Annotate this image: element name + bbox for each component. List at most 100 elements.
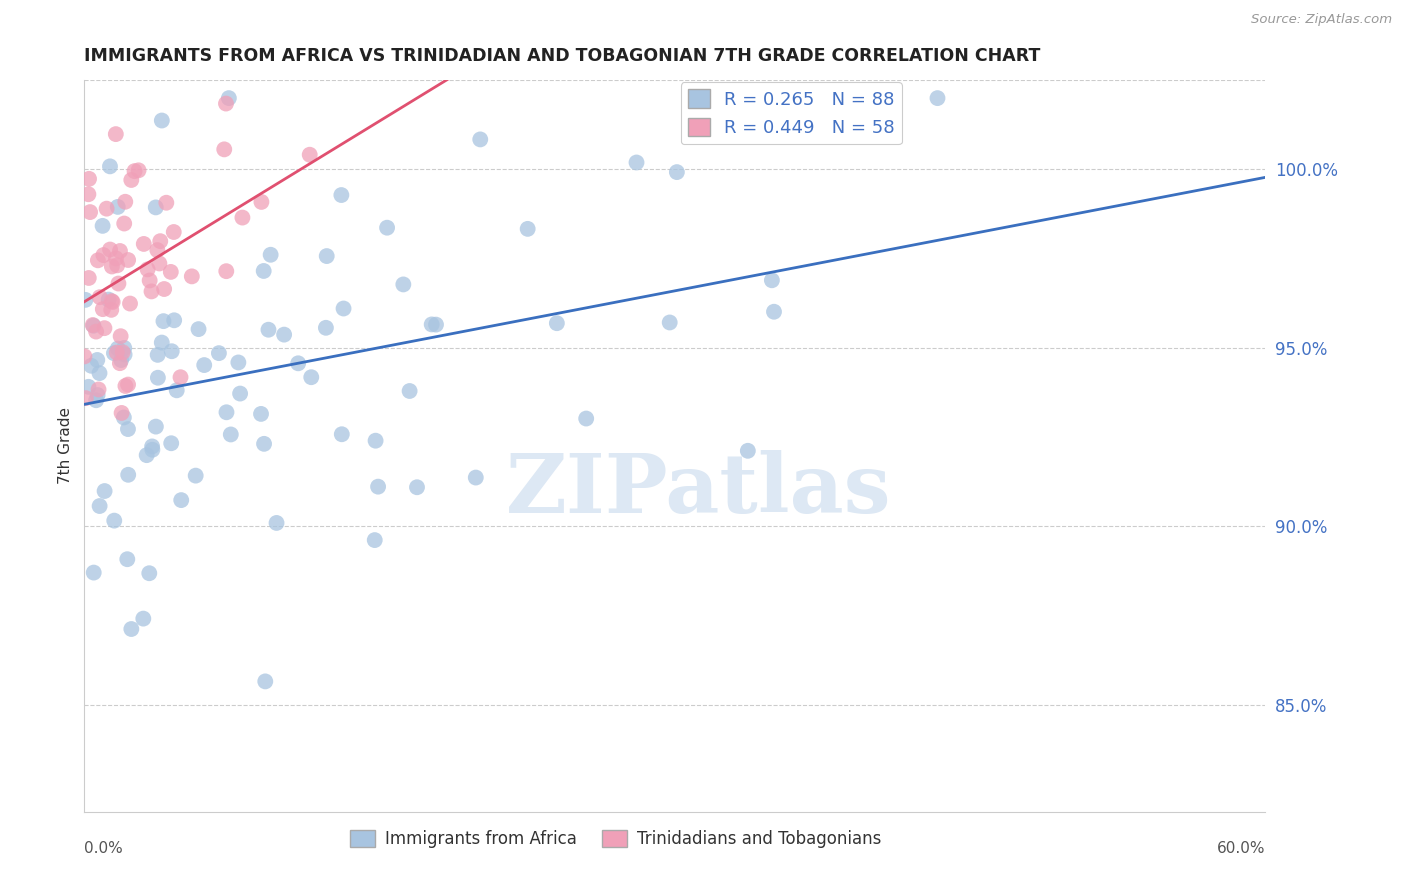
Point (103, 346, 125, 360)
Point (97, 293, 120, 307)
Point (135, 448, 157, 462)
Point (208, 346, 231, 360)
Point (160, 436, 183, 450)
Point (219, 427, 242, 442)
Point (299, 370, 322, 384)
Point (187, 322, 209, 336)
Point (118, 296, 141, 310)
Point (218, 91, 240, 105)
Point (120, 622, 142, 636)
Point (89, 366, 111, 380)
Point (89, 499, 111, 513)
Y-axis label: 7th Grade: 7th Grade (58, 408, 73, 484)
Point (132, 236, 155, 251)
Point (193, 358, 215, 372)
Point (110, 329, 132, 343)
Point (98, 243, 121, 257)
Point (163, 225, 186, 239)
Point (84, 325, 107, 339)
Point (231, 211, 253, 225)
Point (150, 335, 173, 350)
Point (184, 468, 207, 483)
Point (107, 342, 129, 356)
Point (100, 294, 122, 309)
Point (253, 264, 276, 278)
Point (124, 164, 146, 178)
Point (105, 258, 128, 272)
Point (150, 113, 173, 128)
Point (86, 353, 108, 368)
Point (77, 187, 100, 202)
Point (114, 194, 136, 209)
Point (287, 356, 309, 370)
Point (82, 318, 104, 333)
Point (77, 171, 100, 186)
Point (138, 566, 160, 581)
Point (470, 132, 492, 146)
Point (105, 345, 128, 359)
Point (146, 243, 169, 257)
Point (86, 388, 108, 402)
Point (212, 142, 235, 156)
Point (112, 410, 135, 425)
Point (100, 302, 122, 317)
Point (665, 165, 688, 179)
Point (516, 222, 538, 236)
Text: IMMIGRANTS FROM AFRICA VS TRINIDADIAN AND TOBAGONIAN 7TH GRADE CORRELATION CHART: IMMIGRANTS FROM AFRICA VS TRINIDADIAN AN… (84, 47, 1040, 65)
Point (420, 318, 443, 332)
Point (117, 252, 139, 267)
Point (927, 91, 949, 105)
Point (77, 271, 100, 285)
Point (367, 480, 389, 494)
Point (101, 260, 124, 274)
Point (406, 480, 429, 494)
Point (170, 493, 193, 508)
Point (110, 353, 132, 368)
Point (464, 470, 486, 484)
Point (762, 304, 785, 318)
Point (148, 256, 170, 270)
Point (254, 674, 277, 689)
Point (110, 406, 132, 420)
Point (112, 217, 135, 231)
Point (250, 194, 273, 209)
Point (104, 127, 127, 141)
Point (330, 427, 353, 442)
Point (152, 314, 174, 328)
Point (77, 380, 100, 394)
Point (87, 253, 110, 268)
Point (96, 202, 118, 216)
Point (141, 442, 163, 457)
Point (120, 173, 142, 187)
Point (215, 96, 238, 111)
Point (761, 273, 783, 287)
Point (215, 405, 238, 419)
Point (145, 419, 167, 434)
Point (425, 318, 447, 332)
Point (89, 290, 111, 304)
Text: 0.0%: 0.0% (84, 841, 124, 856)
Point (250, 407, 273, 421)
Point (80, 359, 103, 373)
Point (169, 370, 191, 384)
Point (98, 159, 121, 173)
Point (626, 155, 648, 169)
Point (136, 262, 159, 277)
Point (315, 320, 337, 334)
Point (108, 244, 131, 258)
Point (159, 265, 181, 279)
Point (375, 220, 398, 235)
Legend: Immigrants from Africa, Trinidadians and Tobagonians: Immigrants from Africa, Trinidadians and… (343, 823, 889, 855)
Point (332, 301, 354, 316)
Point (253, 437, 276, 451)
Point (107, 200, 129, 214)
Point (75, 293, 97, 307)
Point (117, 467, 139, 482)
Point (546, 316, 568, 330)
Point (75, 391, 97, 405)
Point (141, 285, 163, 299)
Point (273, 327, 295, 342)
Text: 60.0%: 60.0% (1218, 841, 1265, 856)
Point (146, 348, 169, 362)
Point (737, 443, 759, 458)
